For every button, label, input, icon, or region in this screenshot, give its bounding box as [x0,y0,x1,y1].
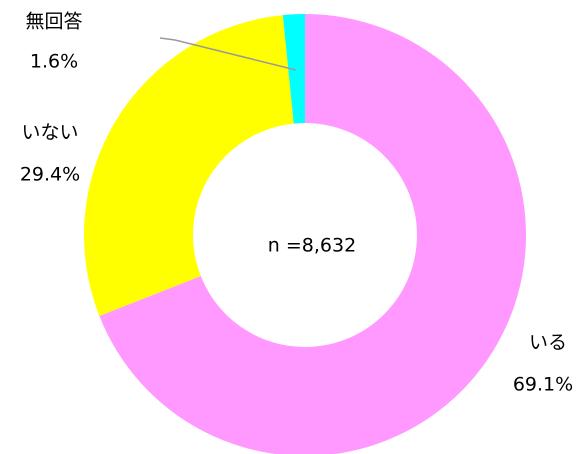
slice [99,14,526,454]
slice-label: 無回答 [25,11,82,33]
slice-label: いない [21,122,78,144]
slice-value: 29.4% [20,164,80,186]
leader-line [159,37,297,71]
slice-label: いる [529,332,567,354]
slice-value: 69.1% [513,374,573,396]
slice [83,15,294,316]
center-label: n =8,632 [268,235,356,257]
slice-value: 1.6% [30,51,78,73]
